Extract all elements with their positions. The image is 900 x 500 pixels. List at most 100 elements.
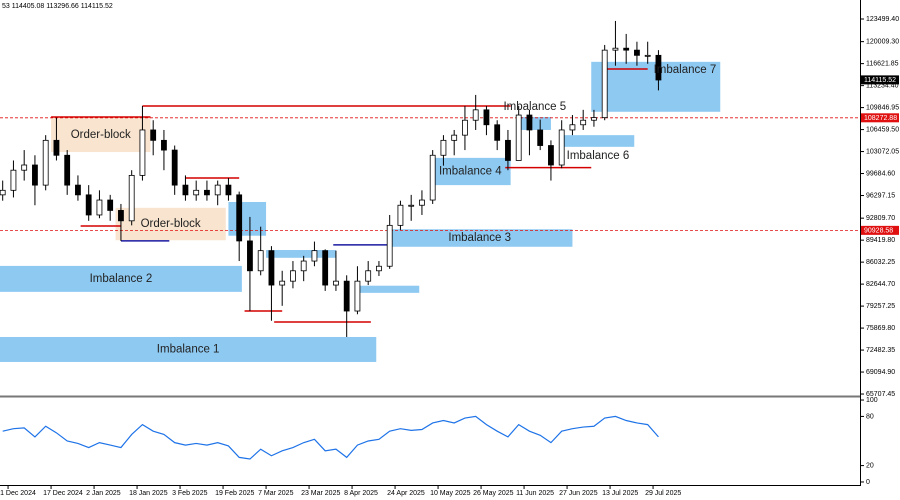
candle-body <box>505 139 511 161</box>
candle-body <box>483 109 490 126</box>
candle-body <box>171 149 178 186</box>
candle-body <box>526 114 533 131</box>
y-tick-label: 72482.35 <box>866 347 895 354</box>
candle-body <box>53 139 60 156</box>
zone-label: Order-block <box>71 129 131 141</box>
price-panel: Order-block Order-block Imbalance 2 Imbalan… <box>0 20 860 362</box>
candle-body <box>10 169 17 191</box>
candle-body <box>537 129 544 146</box>
price-box-label: 90928.58 <box>864 228 893 235</box>
zone <box>518 116 551 130</box>
zone <box>387 229 573 247</box>
y-tick-label: 100 <box>866 397 878 404</box>
candle-body <box>429 154 436 201</box>
x-tick-label: 1 Dec 2024 <box>0 490 36 497</box>
candle-body <box>376 265 382 272</box>
candle-body <box>236 194 243 242</box>
zone <box>561 135 635 147</box>
y-tick-label: 82644.70 <box>866 281 895 288</box>
zone-label: Imbalance 1 <box>157 343 220 355</box>
x-tick-label: 11 Jun 2025 <box>516 490 554 497</box>
y-tick-label: 103072.05 <box>866 148 899 155</box>
price-box-label: 114115.52 <box>864 77 896 84</box>
x-tick-label: 29 Jul 2025 <box>645 490 681 497</box>
candle-body <box>193 189 200 196</box>
candle-body <box>161 139 167 151</box>
candle-body <box>644 54 651 57</box>
candle-body <box>257 250 264 272</box>
x-tick-label: 8 Apr 2025 <box>344 490 378 497</box>
y-tick-label: 120009.30 <box>866 38 899 45</box>
x-tick-label: 13 Jul 2025 <box>602 490 638 497</box>
y-tick-label: 65707.45 <box>866 391 895 398</box>
candle-body <box>408 204 415 207</box>
candle-body <box>247 240 253 272</box>
price-box <box>861 113 899 123</box>
candle-body <box>150 129 157 141</box>
price-box <box>861 225 899 235</box>
candle-body <box>300 260 307 272</box>
candle-body <box>42 139 49 186</box>
candle-body <box>365 270 372 282</box>
candle-body <box>419 199 425 206</box>
candle-body <box>612 47 619 51</box>
candle-body <box>311 250 318 262</box>
candle-body <box>96 199 103 216</box>
zone <box>51 117 151 153</box>
y-tick-label: 0 <box>866 479 870 486</box>
candle-body <box>75 184 81 196</box>
candle-body <box>462 119 468 136</box>
candle-body <box>21 164 28 171</box>
candle-body <box>634 49 640 56</box>
x-tick-label: 23 Mar 2025 <box>301 490 340 497</box>
candle-body <box>440 139 447 156</box>
zone-label: Imbalance 2 <box>90 273 153 285</box>
candle-body <box>32 164 38 186</box>
candle-body <box>558 129 565 166</box>
candle-body <box>107 199 114 211</box>
y-tick-label: 106459.50 <box>866 126 899 133</box>
y-tick-label: 20 <box>866 462 874 469</box>
zone <box>0 265 242 292</box>
price-box <box>861 75 899 85</box>
oscillator-line <box>2 415 659 460</box>
oscillator-panel <box>2 415 659 460</box>
candle-body <box>580 119 587 126</box>
candle-body <box>515 114 522 161</box>
candle-body <box>279 280 286 286</box>
candle-body <box>569 124 576 131</box>
candle-body <box>0 189 6 196</box>
candle-body <box>354 280 361 312</box>
candle-body <box>655 54 662 81</box>
price-box-label: 108272.88 <box>864 115 897 122</box>
zone <box>357 285 420 293</box>
x-tick-label: 26 May 2025 <box>473 490 514 497</box>
candle-body <box>386 224 393 267</box>
y-tick-label: 86032.25 <box>866 259 895 266</box>
y-tick-label: 79257.25 <box>866 303 895 310</box>
x-tick-label: 19 Feb 2025 <box>215 490 254 497</box>
candle-body <box>64 154 71 186</box>
x-tick-label: 27 Jun 2025 <box>559 490 598 497</box>
y-tick-label: 116621.85 <box>866 60 899 67</box>
y-tick-label: 123499.40 <box>866 16 899 23</box>
y-tick-label: 75869.80 <box>866 325 895 332</box>
x-tick-label: 7 Mar 2025 <box>258 490 294 497</box>
candle-body <box>268 250 275 286</box>
zone-label: Imbalance 5 <box>503 101 566 113</box>
candle-body <box>118 210 124 222</box>
candle-body <box>225 184 232 196</box>
candle-body <box>85 194 92 216</box>
x-tick-label: 2 Jan 2025 <box>86 490 121 497</box>
x-tick-label: 10 May 2025 <box>430 490 471 497</box>
zone-label: Imbalance 6 <box>567 150 630 162</box>
candle-body <box>451 134 458 141</box>
candle-body <box>623 47 630 51</box>
candle-body <box>333 280 339 286</box>
x-tick-label: 18 Jan 2025 <box>129 490 168 497</box>
candle-body <box>343 280 350 312</box>
candle-body <box>494 124 501 141</box>
header-info: 53 114405.08 113296.66 114115.52 <box>2 3 113 10</box>
candle-body <box>128 174 135 222</box>
